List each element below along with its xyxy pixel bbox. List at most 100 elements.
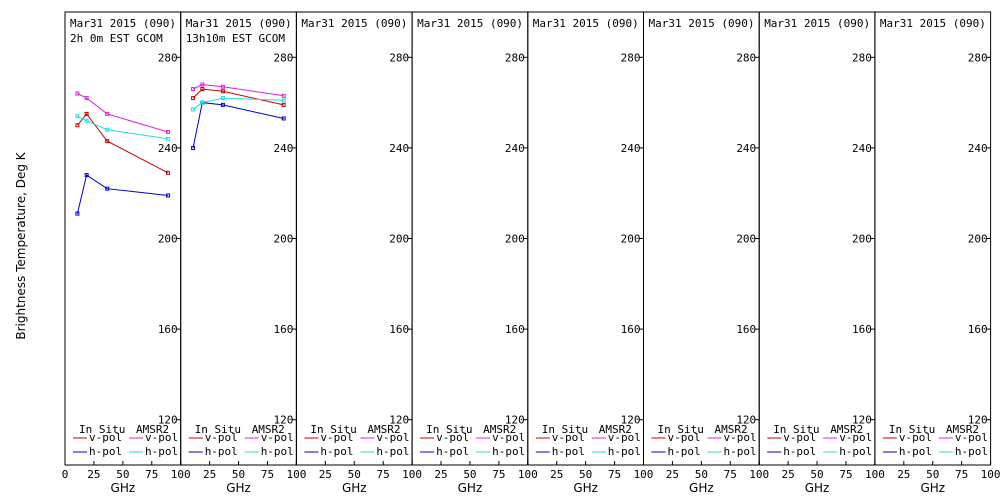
x-axis-label: GHz [111, 481, 136, 495]
x-tick-label: 50 [116, 468, 129, 481]
x-tick-label: 75 [608, 468, 621, 481]
legend-amsr2-heading: AMSR2 [599, 423, 632, 436]
series-point [220, 96, 225, 101]
legend-in-situ-heading: In Situ [773, 423, 819, 436]
y-tick-label: 120 [274, 414, 294, 427]
y-tick-label: 120 [852, 414, 872, 427]
x-tick-label: 50 [463, 468, 476, 481]
series-point [220, 89, 225, 94]
legend-label: h-pol [320, 445, 353, 458]
legend-label: h-pol [376, 445, 409, 458]
legend-label: v-pol [89, 431, 122, 444]
legend-amsr2-heading: AMSR2 [830, 423, 863, 436]
legend-in-situ-heading: In Situ [658, 423, 704, 436]
panel-subtitle: 13h10m EST GCOM [186, 32, 286, 45]
y-tick-label: 240 [968, 142, 988, 155]
legend-label: v-pol [899, 431, 932, 444]
y-tick-label: 240 [389, 142, 409, 155]
legend-label: v-pol [608, 431, 641, 444]
legend-label: v-pol [724, 431, 757, 444]
y-tick-label: 200 [968, 233, 988, 246]
y-tick-label: 120 [389, 414, 409, 427]
panel-title: Mar31 2015 (090) [70, 17, 176, 30]
x-axis-label: GHz [342, 481, 367, 495]
series-point [165, 170, 170, 175]
legend-label: h-pol [145, 445, 178, 458]
series-point [220, 84, 225, 89]
x-tick-label: 50 [926, 468, 939, 481]
series-point [75, 123, 80, 128]
panel-title: Mar31 2015 (090) [186, 17, 292, 30]
legend-amsr2-heading: AMSR2 [252, 423, 285, 436]
y-tick-label: 200 [158, 233, 178, 246]
x-tick-label: 25 [666, 468, 679, 481]
x-tick-label: 50 [232, 468, 245, 481]
series-point [281, 98, 286, 103]
x-tick-label: 100 [402, 468, 422, 481]
y-tick-label: 200 [274, 233, 294, 246]
chart-panel-4: Mar31 2015 (090) 120 160 200 240 280 25 50 75 100… [411, 11, 538, 495]
legend-label: h-pol [89, 445, 122, 458]
y-tick-label: 160 [736, 323, 756, 336]
x-tick-label: 50 [348, 468, 361, 481]
x-tick-label: 100 [518, 468, 538, 481]
panel-subtitle: 2h 0m EST GCOM [70, 32, 163, 45]
x-axis-label: GHz [458, 481, 483, 495]
y-tick-label: 160 [505, 323, 525, 336]
y-tick-label: 200 [505, 233, 525, 246]
x-tick-label: 75 [492, 468, 505, 481]
chart-panel-5: Mar31 2015 (090) 120 160 200 240 280 25 50 75 100… [527, 11, 653, 495]
legend-label: v-pol [436, 431, 469, 444]
chart-panel-8: Mar31 2015 (090) 120 160 200 240 280 25 50 75 100… [874, 11, 1000, 495]
y-tick-label: 240 [621, 142, 641, 155]
series-point [75, 211, 80, 216]
y-tick-label: 280 [621, 51, 641, 64]
x-tick-label: 25 [203, 468, 216, 481]
legend-amsr2-heading: AMSR2 [483, 423, 516, 436]
legend-label: h-pol [436, 445, 469, 458]
series-line [77, 113, 169, 174]
legend-in-situ-heading: In Situ [426, 423, 472, 436]
legend-label: h-pol [492, 445, 525, 458]
x-tick-label: 25 [319, 468, 332, 481]
series-line [192, 88, 284, 106]
legend-in-situ-heading: In Situ [79, 423, 125, 436]
legend-label: h-pol [552, 445, 585, 458]
panel-title: Mar31 2015 (090) [764, 17, 870, 30]
y-tick-label: 240 [505, 142, 525, 155]
legend-label: h-pol [608, 445, 641, 458]
series-point [191, 96, 196, 101]
series-point [105, 111, 110, 116]
x-tick-label: 100 [981, 468, 1000, 481]
legend-label: v-pol [320, 431, 353, 444]
series-point [191, 107, 196, 112]
series-line [77, 93, 169, 133]
series-point [84, 96, 89, 101]
legend-label: h-pol [955, 445, 988, 458]
x-tick-label: 50 [579, 468, 592, 481]
x-tick-label: 75 [377, 468, 390, 481]
legend-label: h-pol [668, 445, 701, 458]
series-point [200, 82, 205, 87]
legend-label: h-pol [261, 445, 294, 458]
chart-panel-3: Mar31 2015 (090) 120 160 200 240 280 25 50 75 100… [295, 11, 422, 495]
y-tick-label: 280 [158, 51, 178, 64]
y-tick-label: 280 [505, 51, 525, 64]
series-point [84, 118, 89, 123]
y-tick-label: 200 [736, 233, 756, 246]
series-point [75, 114, 80, 119]
series-line [77, 115, 169, 140]
x-tick-label: 25 [782, 468, 795, 481]
y-tick-label: 280 [852, 51, 872, 64]
series-point [84, 111, 89, 116]
series-point [75, 91, 80, 96]
panel-title: Mar31 2015 (090) [301, 17, 407, 30]
y-tick-label: 280 [274, 51, 294, 64]
y-tick-label: 200 [852, 233, 872, 246]
y-tick-label: 160 [852, 323, 872, 336]
y-tick-label: 280 [389, 51, 409, 64]
y-tick-label: 160 [158, 323, 178, 336]
x-tick-label: 25 [434, 468, 447, 481]
series-point [281, 93, 286, 98]
